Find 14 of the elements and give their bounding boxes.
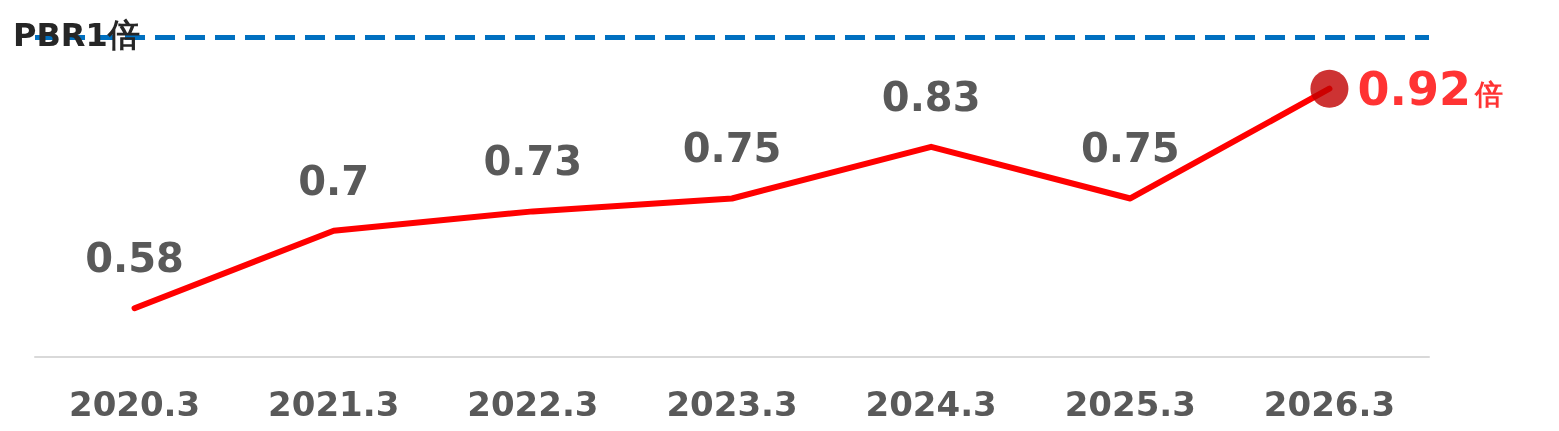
x-tick-label: 2023.3 xyxy=(666,384,798,424)
x-tick-label: 2021.3 xyxy=(268,384,400,424)
data-label: 0.83 xyxy=(881,73,981,120)
data-label: 0.58 xyxy=(85,235,184,282)
x-tick-label: 2024.3 xyxy=(865,384,997,424)
x-tick-label: 2022.3 xyxy=(467,384,599,424)
data-label: 0.7 xyxy=(298,157,370,204)
x-tick-label: 2025.3 xyxy=(1064,384,1196,424)
annotation: 0.92倍 xyxy=(1357,61,1503,116)
x-tick-label: 2020.3 xyxy=(68,384,201,424)
data-label: 0.73 xyxy=(483,138,583,185)
data-label: 0.75 xyxy=(1080,125,1180,172)
data-label: 0.75 xyxy=(682,125,782,172)
x-tick-label: 2026.3 xyxy=(1263,384,1396,424)
